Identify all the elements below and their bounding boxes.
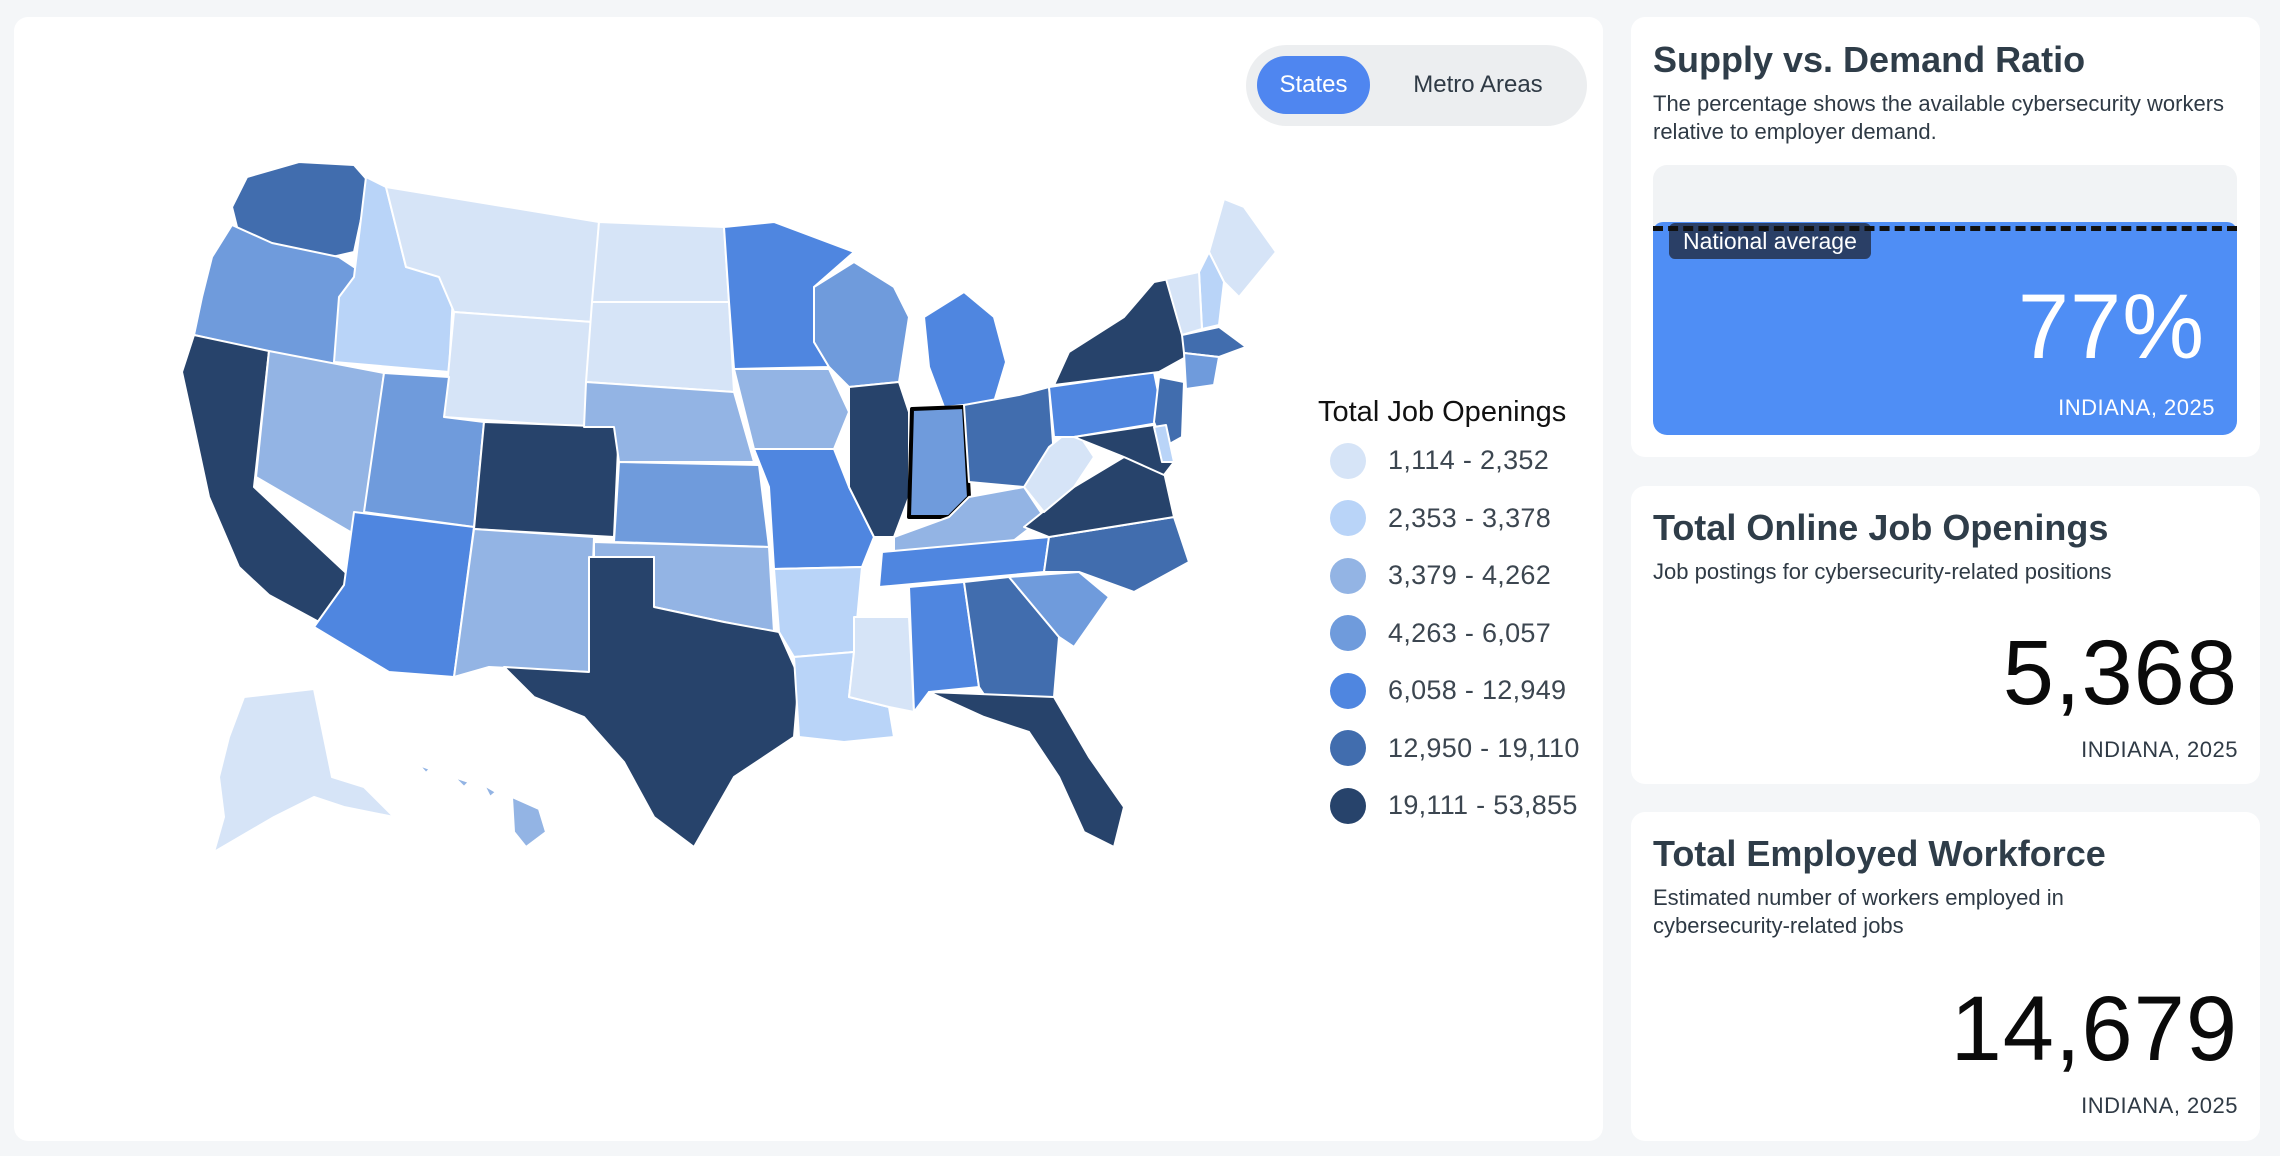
state-new-mexico[interactable] [453,528,595,678]
workforce-caption: INDIANA, 2025 [2081,1093,2238,1118]
job-openings-value: 5,368 [2002,622,2238,724]
legend-label: 19,111 - 53,855 [1388,790,1578,821]
ratio-caption: INDIANA, 2025 [2058,395,2215,420]
legend-label: 12,950 - 19,110 [1388,732,1580,763]
us-choropleth-map [181,161,1277,853]
state-iowa[interactable] [733,368,850,450]
ratio-value: 77% [2017,276,2205,378]
state-wyoming[interactable] [443,311,593,428]
legend-swatch [1330,442,1366,479]
legend-label: 6,058 - 12,949 [1388,675,1567,706]
state-maryland[interactable] [1073,424,1175,476]
legend-swatch [1330,557,1366,594]
state-arkansas[interactable] [773,566,863,658]
state-hawaii[interactable] [418,764,547,848]
metro-areas-toggle-button[interactable]: Metro Areas [1413,71,1543,98]
supply-demand-card: Supply vs. Demand Ratio The percentage s… [1631,17,2260,457]
ratio-gauge: 77% INDIANA, 2025 National average [1653,165,2237,435]
state-michigan[interactable] [923,291,1007,408]
legend-swatch [1330,672,1366,709]
state-south-dakota[interactable] [585,301,735,393]
workforce-value: 14,679 [1950,978,2238,1080]
state-colorado[interactable] [473,421,620,538]
legend-label: 4,263 - 6,057 [1388,617,1552,648]
state-missouri[interactable] [753,448,875,570]
legend-title: Total Job Openings [1318,396,1567,428]
job-openings-card: Total Online Job Openings Job postings f… [1631,486,2260,784]
state-alabama[interactable] [908,581,980,713]
legend-item: 6,058 - 12,949 [1318,662,1588,720]
state-washington[interactable] [231,161,370,258]
card-description: Job postings for cybersecurity-related p… [1653,559,2112,584]
legend-item: 2,353 - 3,378 [1318,490,1588,548]
map-panel: States Metro Areas [14,17,1603,1141]
national-average-line [1653,226,2237,231]
state-florida[interactable] [928,691,1125,848]
state-indiana[interactable] [907,405,971,519]
state-connecticut[interactable] [1183,352,1220,390]
state-vermont[interactable] [1165,271,1203,336]
card-title: Total Employed Workforce [1653,833,2106,874]
legend-swatch [1330,787,1366,824]
card-title: Total Online Job Openings [1653,507,2109,548]
legend-item: 4,263 - 6,057 [1318,605,1588,663]
legend-label: 3,379 - 4,262 [1388,560,1552,591]
state-massachusetts[interactable] [1181,326,1247,358]
legend-label: 1,114 - 2,352 [1388,445,1550,476]
legend: Total Job Openings 1,114 - 2,352 2,353 -… [1318,392,1588,835]
card-description: The percentage shows the available cyber… [1653,91,2225,144]
legend-swatch [1330,500,1366,537]
state-north-dakota[interactable] [591,221,730,303]
employed-workforce-card: Total Employed Workforce Estimated numbe… [1631,812,2260,1141]
state-delaware[interactable] [1153,424,1175,463]
job-openings-caption: INDIANA, 2025 [2081,737,2238,762]
states-toggle-button[interactable]: States [1257,56,1370,114]
legend-label: 2,353 - 3,378 [1388,502,1552,533]
card-description: Estimated number of workers employed in … [1653,885,2064,938]
state-kansas[interactable] [613,461,770,548]
legend-swatch [1330,615,1366,652]
legend-swatch [1330,730,1366,767]
card-title: Supply vs. Demand Ratio [1653,39,2086,80]
legend-item: 12,950 - 19,110 [1318,720,1588,778]
legend-item: 1,114 - 2,352 [1318,432,1588,490]
legend-item: 3,379 - 4,262 [1318,547,1588,605]
state-new-york[interactable] [1053,276,1187,386]
legend-item: 19,111 - 53,855 [1318,777,1588,835]
state-mississippi[interactable] [848,616,915,713]
state-arizona[interactable] [313,511,475,678]
state-alaska[interactable] [213,688,395,853]
view-toggle: States Metro Areas [1246,45,1587,126]
state-texas[interactable] [503,556,800,848]
